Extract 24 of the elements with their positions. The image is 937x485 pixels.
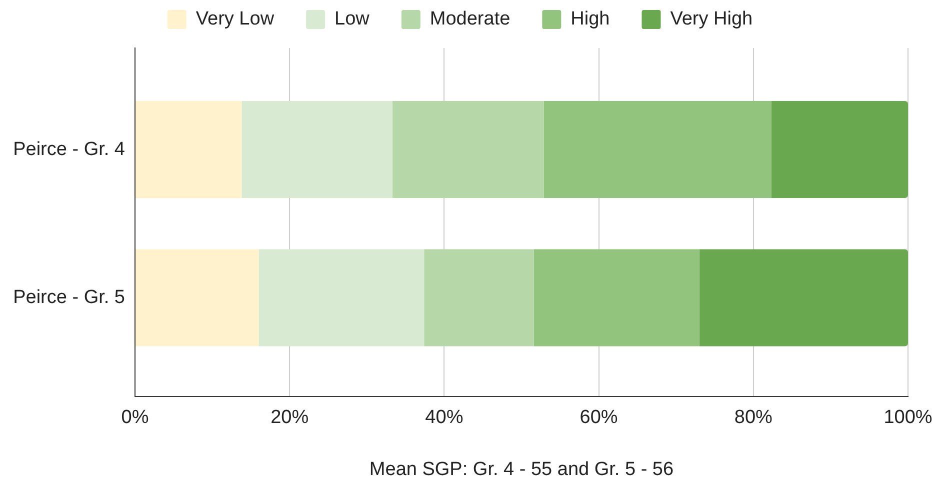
legend-label: Very High <box>670 8 753 30</box>
bar <box>699 249 908 346</box>
bar <box>136 101 242 198</box>
bar <box>534 249 700 346</box>
y-tick-label: Peirce - Gr. 5 <box>13 287 125 308</box>
x-tick-label: 60% <box>580 407 618 428</box>
x-tick-label: 100% <box>884 407 932 428</box>
bar <box>136 249 259 346</box>
x-tick-label: 20% <box>270 407 309 428</box>
bar <box>242 101 392 198</box>
y-tick-label: Peirce - Gr. 4 <box>13 138 126 160</box>
bar <box>258 249 424 346</box>
legend-label: High <box>570 8 610 30</box>
legend-label: Moderate <box>430 8 510 30</box>
x-axis-title: Mean SGP: Gr. 4 - 55 and Gr. 5 - 56 <box>369 458 674 480</box>
x-tick-label: 0% <box>121 407 149 428</box>
bar <box>544 101 772 198</box>
bar <box>771 101 908 198</box>
legend-label: Very Low <box>196 8 274 30</box>
legend-label: Low <box>334 8 370 30</box>
bar <box>424 249 534 346</box>
x-tick-label: 40% <box>425 407 464 428</box>
x-tick-label: 80% <box>734 407 773 428</box>
bar <box>392 101 544 198</box>
